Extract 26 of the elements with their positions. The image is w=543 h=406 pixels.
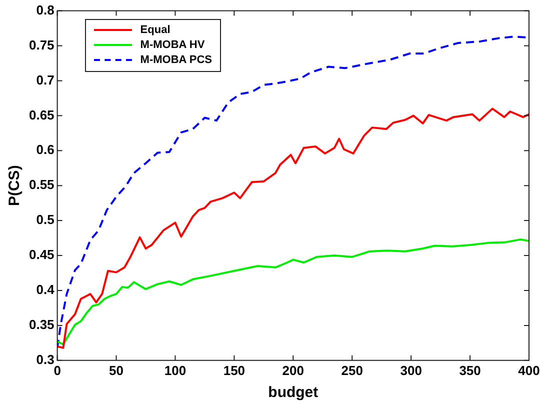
x-axis-title: budget: [268, 384, 318, 402]
y-tick-label: 0.4: [36, 282, 56, 298]
y-tick-label: 0.65: [28, 107, 54, 122]
line-series: [57, 36, 528, 349]
y-tick-label: 0.8: [36, 2, 54, 18]
legend-label: M-MOBA PCS: [140, 54, 212, 66]
y-tick-label: 0.55: [28, 177, 54, 192]
y-tick-label: 0.35: [28, 317, 54, 332]
y-tick-label: 0.6: [36, 142, 54, 158]
x-tick-label: 250: [341, 362, 363, 378]
legend-label: M-MOBA HV: [140, 39, 205, 52]
x-tick-label: 100: [164, 362, 186, 378]
x-tick-label: 400: [518, 362, 540, 378]
y-tick-label: 0.45: [28, 247, 54, 262]
x-tick-label: 150: [223, 362, 246, 378]
y-axis-title: P(CS): [6, 165, 24, 206]
y-tick-label: 0.3: [36, 352, 54, 367]
x-tick-label: 50: [109, 362, 124, 378]
y-tick-label: 0.7: [36, 72, 54, 88]
y-tick-label: 0.75: [28, 37, 54, 52]
x-tick-label: 300: [400, 362, 422, 378]
x-tick-label: 0: [54, 362, 61, 378]
legend-label: Equal: [140, 24, 170, 36]
y-tick-label: 0.5: [36, 212, 54, 228]
x-tick-label: 200: [282, 362, 304, 378]
x-tick-label: 350: [459, 362, 481, 378]
